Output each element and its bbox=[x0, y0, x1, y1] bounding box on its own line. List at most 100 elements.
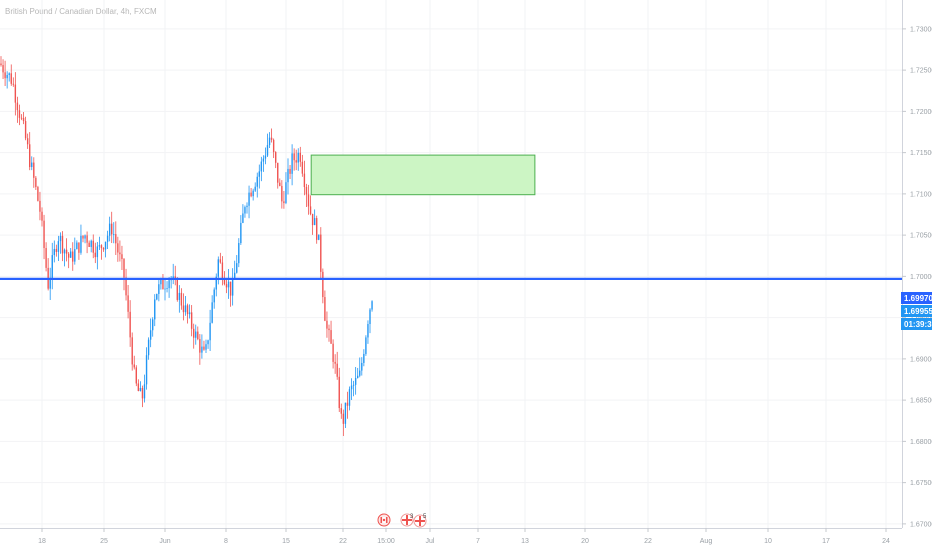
candle-down bbox=[12, 83, 14, 85]
event-badges[interactable]: 3 5 bbox=[377, 513, 427, 528]
candle-up bbox=[172, 276, 174, 280]
price-tag-label: 01:39:36 bbox=[904, 320, 932, 329]
candle-up bbox=[145, 355, 148, 385]
candle-down bbox=[82, 235, 84, 239]
candle-up bbox=[254, 186, 256, 191]
candle-down bbox=[328, 328, 330, 331]
candle-down bbox=[125, 277, 127, 296]
x-tick-label: 7 bbox=[476, 538, 480, 545]
candle-up bbox=[98, 245, 101, 247]
candle-down bbox=[180, 292, 183, 306]
candle-up bbox=[365, 337, 367, 354]
candle-up bbox=[217, 259, 219, 277]
candle-down bbox=[16, 102, 19, 111]
candle-down bbox=[72, 251, 74, 262]
candle-up bbox=[168, 280, 170, 289]
candle-down bbox=[29, 144, 31, 168]
candle-up bbox=[195, 331, 197, 338]
candle-up bbox=[211, 302, 213, 323]
candle-down bbox=[115, 234, 117, 244]
candle-down bbox=[324, 297, 326, 321]
candle-down bbox=[135, 367, 137, 384]
candle-up bbox=[96, 246, 99, 258]
candle-down bbox=[305, 187, 308, 195]
candle-down bbox=[250, 192, 252, 197]
x-tick-label: 13 bbox=[521, 538, 529, 545]
candle-up bbox=[215, 276, 217, 290]
candle-down bbox=[55, 248, 58, 252]
candle-up bbox=[357, 375, 359, 379]
candle-down bbox=[119, 252, 121, 255]
uk-flag-icon-2[interactable] bbox=[413, 514, 427, 528]
price-tags: 1.69970 1.69955 01:39:36 bbox=[901, 292, 932, 330]
candle-down bbox=[326, 320, 328, 329]
candle-down bbox=[176, 279, 178, 300]
candle-down bbox=[137, 383, 140, 392]
candle-down bbox=[129, 311, 131, 338]
x-axis-line bbox=[0, 528, 902, 529]
y-tick-label: 1.71500 bbox=[910, 150, 932, 157]
candle-down bbox=[303, 173, 306, 188]
y-tick-label: 1.68500 bbox=[910, 398, 932, 405]
y-tick-label: 1.70500 bbox=[910, 233, 932, 240]
candle-up bbox=[188, 312, 191, 315]
zone-rect[interactable] bbox=[310, 154, 536, 196]
candle-down bbox=[330, 330, 332, 344]
candle-down bbox=[141, 388, 144, 399]
candle-down bbox=[225, 284, 228, 288]
candle-down bbox=[133, 364, 135, 368]
x-tick-label: 18 bbox=[38, 538, 46, 545]
y-tick-label: 1.72500 bbox=[910, 68, 932, 75]
x-tick-label: 15 bbox=[282, 538, 290, 545]
candle-down bbox=[37, 187, 39, 201]
candle-up bbox=[139, 388, 142, 392]
candle-down bbox=[221, 262, 224, 280]
candle-down bbox=[190, 312, 193, 329]
y-tick-label: 1.69000 bbox=[910, 356, 932, 363]
candle-down bbox=[20, 117, 23, 119]
candle-up bbox=[344, 402, 347, 424]
candle-up bbox=[297, 152, 299, 163]
y-tick-label: 1.71000 bbox=[910, 191, 932, 198]
x-tick-label: Jul bbox=[426, 538, 435, 545]
y-tick-label: 1.68000 bbox=[910, 439, 932, 446]
canada-flag-icon[interactable] bbox=[377, 513, 391, 527]
x-tick-label: Jun bbox=[159, 538, 170, 545]
candle-up bbox=[59, 235, 62, 242]
candle-up bbox=[49, 277, 51, 289]
candle-down bbox=[275, 152, 277, 163]
candle-down bbox=[229, 281, 232, 296]
candle-down bbox=[117, 243, 119, 253]
candle-up bbox=[252, 190, 254, 197]
candle-down bbox=[131, 337, 133, 365]
candle-down bbox=[100, 245, 103, 249]
candle-down bbox=[22, 117, 25, 122]
candle-up bbox=[371, 301, 373, 310]
grid bbox=[0, 0, 902, 528]
candle-down bbox=[35, 177, 37, 188]
candle-down bbox=[307, 194, 310, 207]
candle-down bbox=[193, 328, 195, 338]
uk-flag-icon[interactable] bbox=[400, 513, 414, 527]
candle-up bbox=[236, 263, 238, 273]
candle-down bbox=[10, 73, 12, 84]
x-tick-label: 22 bbox=[644, 538, 652, 545]
candle-down bbox=[162, 279, 164, 290]
candle-up bbox=[213, 289, 215, 303]
candle-up bbox=[51, 255, 53, 278]
x-tick-label: 17 bbox=[822, 538, 830, 545]
candle-down bbox=[334, 361, 336, 364]
target-zone[interactable] bbox=[310, 154, 536, 196]
y-tick-label: 1.67500 bbox=[910, 480, 932, 487]
candle-up bbox=[363, 353, 365, 363]
candle-down bbox=[295, 160, 297, 163]
candle-down bbox=[311, 213, 314, 226]
candle-up bbox=[152, 319, 154, 331]
candle-up bbox=[178, 292, 181, 300]
candle-down bbox=[39, 200, 41, 212]
candle-down bbox=[33, 162, 35, 178]
x-tick-label: 25 bbox=[100, 538, 108, 545]
candle-down bbox=[309, 206, 312, 214]
candle-up bbox=[160, 279, 162, 285]
